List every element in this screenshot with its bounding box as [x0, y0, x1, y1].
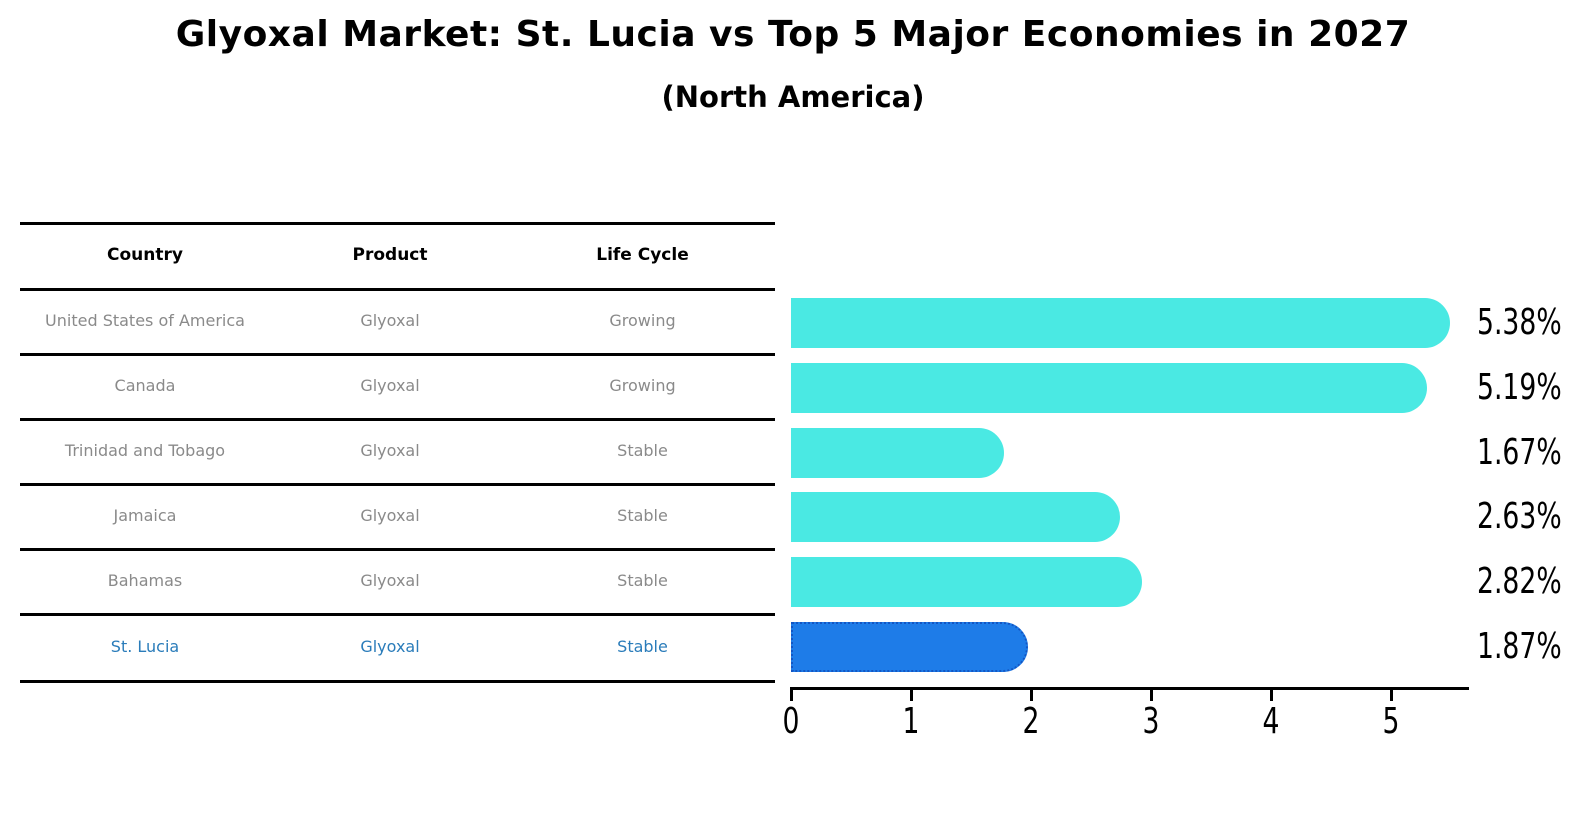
x-axis-tick: [1270, 687, 1273, 701]
table-divider: [20, 418, 775, 421]
table-divider: [20, 483, 775, 486]
table-divider: [20, 548, 775, 551]
x-axis-tick-label: 2: [1022, 701, 1040, 742]
table-divider: [20, 613, 775, 616]
cell-lifecycle: Stable: [617, 571, 668, 590]
table-divider: [20, 680, 775, 683]
cell-product: Glyoxal: [360, 506, 420, 525]
bar-jamaica: [791, 492, 1120, 542]
cell-product: Glyoxal: [360, 441, 420, 460]
cell-lifecycle: Growing: [609, 311, 676, 330]
bar-usa: [791, 298, 1450, 348]
table-row-usa: United States of America Glyoxal Growing: [20, 309, 775, 333]
value-label: 2.63%: [1477, 496, 1562, 537]
cell-lifecycle: Stable: [617, 637, 668, 656]
cell-product: Glyoxal: [360, 571, 420, 590]
cell-product: Glyoxal: [360, 637, 420, 656]
cell-country: St. Lucia: [110, 637, 180, 656]
table-row-jamaica: Jamaica Glyoxal Stable: [20, 504, 775, 528]
table-row-trinidad-and-tobago: Trinidad and Tobago Glyoxal Stable: [20, 439, 775, 463]
cell-country: Jamaica: [113, 506, 177, 525]
x-axis-tick: [1390, 687, 1393, 701]
cell-product: Glyoxal: [360, 311, 420, 330]
table-row-st-lucia-highlighted: St. Lucia Glyoxal Stable: [20, 635, 775, 659]
x-axis-tick-label: 5: [1382, 701, 1400, 742]
column-header-lifecycle: Life Cycle: [596, 245, 689, 265]
bar-trinidad-and-tobago: [791, 428, 1004, 478]
cell-country: United States of America: [45, 311, 245, 330]
value-label: 2.82%: [1477, 561, 1562, 602]
table-divider: [20, 222, 775, 225]
x-axis-tick-label: 1: [902, 701, 920, 742]
x-axis-tick-label: 0: [782, 701, 800, 742]
x-axis-tick: [910, 687, 913, 701]
chart-subtitle: (North America): [661, 80, 925, 114]
x-axis-tick: [790, 687, 793, 701]
table-header-row: Country Product Life Cycle: [20, 237, 775, 273]
x-axis-tick-label: 3: [1142, 701, 1160, 742]
table-divider: [20, 288, 775, 291]
x-axis-tick-label: 4: [1262, 701, 1280, 742]
cell-lifecycle: Stable: [617, 441, 668, 460]
column-header-country: Country: [107, 245, 183, 265]
value-label: 5.19%: [1477, 367, 1562, 408]
table-divider: [20, 353, 775, 356]
column-header-product: Product: [352, 245, 428, 265]
x-axis-line: [791, 687, 1469, 690]
cell-country: Bahamas: [107, 571, 183, 590]
table-row-bahamas: Bahamas Glyoxal Stable: [20, 569, 775, 593]
x-axis-tick: [1030, 687, 1033, 701]
cell-product: Glyoxal: [360, 376, 420, 395]
value-label: 1.87%: [1477, 626, 1562, 667]
value-label: 5.38%: [1477, 302, 1562, 343]
cell-lifecycle: Growing: [609, 376, 676, 395]
chart-title: Glyoxal Market: St. Lucia vs Top 5 Major…: [175, 14, 1411, 55]
cell-country: Trinidad and Tobago: [64, 441, 226, 460]
bar-st-lucia-highlighted: [791, 622, 1028, 672]
bar-canada: [791, 363, 1427, 413]
cell-country: Canada: [114, 376, 176, 395]
table-row-canada: Canada Glyoxal Growing: [20, 374, 775, 398]
bar-bahamas: [791, 557, 1142, 607]
value-label: 1.67%: [1477, 432, 1562, 473]
x-axis-tick: [1150, 687, 1153, 701]
cell-lifecycle: Stable: [617, 506, 668, 525]
